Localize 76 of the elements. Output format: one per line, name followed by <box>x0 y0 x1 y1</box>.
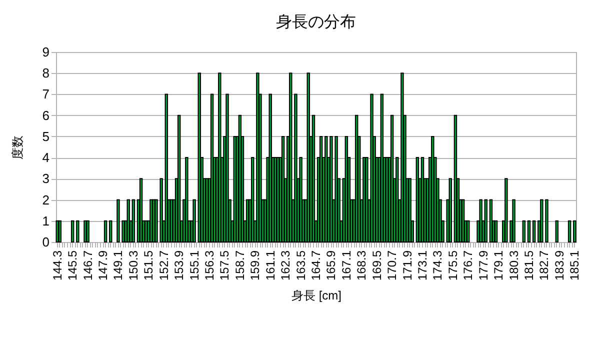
bar <box>466 220 470 242</box>
x-tick-label: 173.1 <box>415 250 430 281</box>
y-axis-title: 度数 <box>10 136 24 160</box>
bar <box>479 199 482 242</box>
bar <box>76 220 80 242</box>
x-tick-label: 167.1 <box>339 250 354 281</box>
x-tick-label: 146.7 <box>80 250 95 281</box>
x-tick-label: 159.9 <box>248 250 262 281</box>
x-tick-label: 177.9 <box>476 250 490 281</box>
bar <box>568 220 572 242</box>
bar <box>522 220 526 242</box>
x-tick-label: 156.3 <box>202 250 217 281</box>
x-tick-label: 174.3 <box>430 250 445 281</box>
y-tick-label: 4 <box>42 150 50 166</box>
x-tick-label: 185.1 <box>568 250 582 281</box>
bar <box>70 220 74 242</box>
bar <box>58 220 62 242</box>
chart-title: 身長の分布 <box>276 14 356 31</box>
y-tick-label: 0 <box>42 234 50 250</box>
bar <box>504 178 508 242</box>
y-tick-label: 6 <box>42 108 50 123</box>
x-tick-label: 180.3 <box>506 250 521 281</box>
y-tick-label: 5 <box>42 128 50 144</box>
x-tick-label: 170.7 <box>385 250 400 281</box>
bar <box>512 199 516 242</box>
x-tick-label: 183.9 <box>552 250 566 281</box>
bar <box>312 114 316 242</box>
bar <box>268 94 272 242</box>
x-tick-label: 150.3 <box>126 250 140 281</box>
x-tick-label: 151.5 <box>142 250 156 281</box>
x-tick-label: 171.9 <box>400 250 414 281</box>
x-tick-label: 157.5 <box>218 250 232 281</box>
y-tick-label: 8 <box>42 66 50 81</box>
bar <box>573 220 576 242</box>
x-axis-title: 身長 [cm] <box>292 288 342 303</box>
x-tick-label: 158.7 <box>232 250 247 281</box>
bar <box>408 178 412 242</box>
x-tick-label: 162.3 <box>278 250 293 281</box>
x-tick-label: 176.7 <box>461 250 476 281</box>
bar <box>448 178 452 242</box>
x-tick-label: 169.5 <box>370 250 384 281</box>
x-tick-label: 147.9 <box>96 250 110 281</box>
y-tick-label: 7 <box>42 86 50 102</box>
y-tick-label: 3 <box>42 171 50 186</box>
bar <box>484 199 488 242</box>
x-tick-label: 144.3 <box>50 250 64 281</box>
bar <box>555 220 558 242</box>
bar <box>532 220 536 242</box>
bar <box>527 220 531 242</box>
x-tick-label: 175.5 <box>446 250 460 281</box>
x-tick-label: 161.1 <box>263 250 278 281</box>
y-tick-label: 1 <box>42 213 50 228</box>
x-tick-label: 149.1 <box>111 250 126 281</box>
bar <box>109 220 112 242</box>
x-tick-label: 145.5 <box>66 250 80 281</box>
x-tick-label: 168.3 <box>354 250 369 281</box>
y-tick-label: 9 <box>42 44 50 60</box>
bar <box>86 220 90 242</box>
x-tick-label: 165.9 <box>324 250 338 281</box>
x-tick-label: 179.1 <box>492 250 506 281</box>
x-tick-label: 153.9 <box>172 250 186 281</box>
bar <box>132 199 136 242</box>
bar <box>116 199 120 242</box>
x-tick-label: 164.7 <box>309 250 323 281</box>
bar <box>185 157 188 242</box>
bar <box>226 94 229 242</box>
y-tick-label: 2 <box>42 192 50 208</box>
bar <box>494 220 498 242</box>
bar <box>177 114 181 242</box>
bar <box>104 220 108 242</box>
x-tick-label: 182.7 <box>537 250 552 281</box>
bar <box>218 72 222 242</box>
x-tick-label: 152.7 <box>156 250 171 281</box>
x-tick-label: 181.5 <box>522 250 536 281</box>
x-tick-label: 163.5 <box>294 250 308 281</box>
x-tick-label: 155.1 <box>187 250 202 281</box>
